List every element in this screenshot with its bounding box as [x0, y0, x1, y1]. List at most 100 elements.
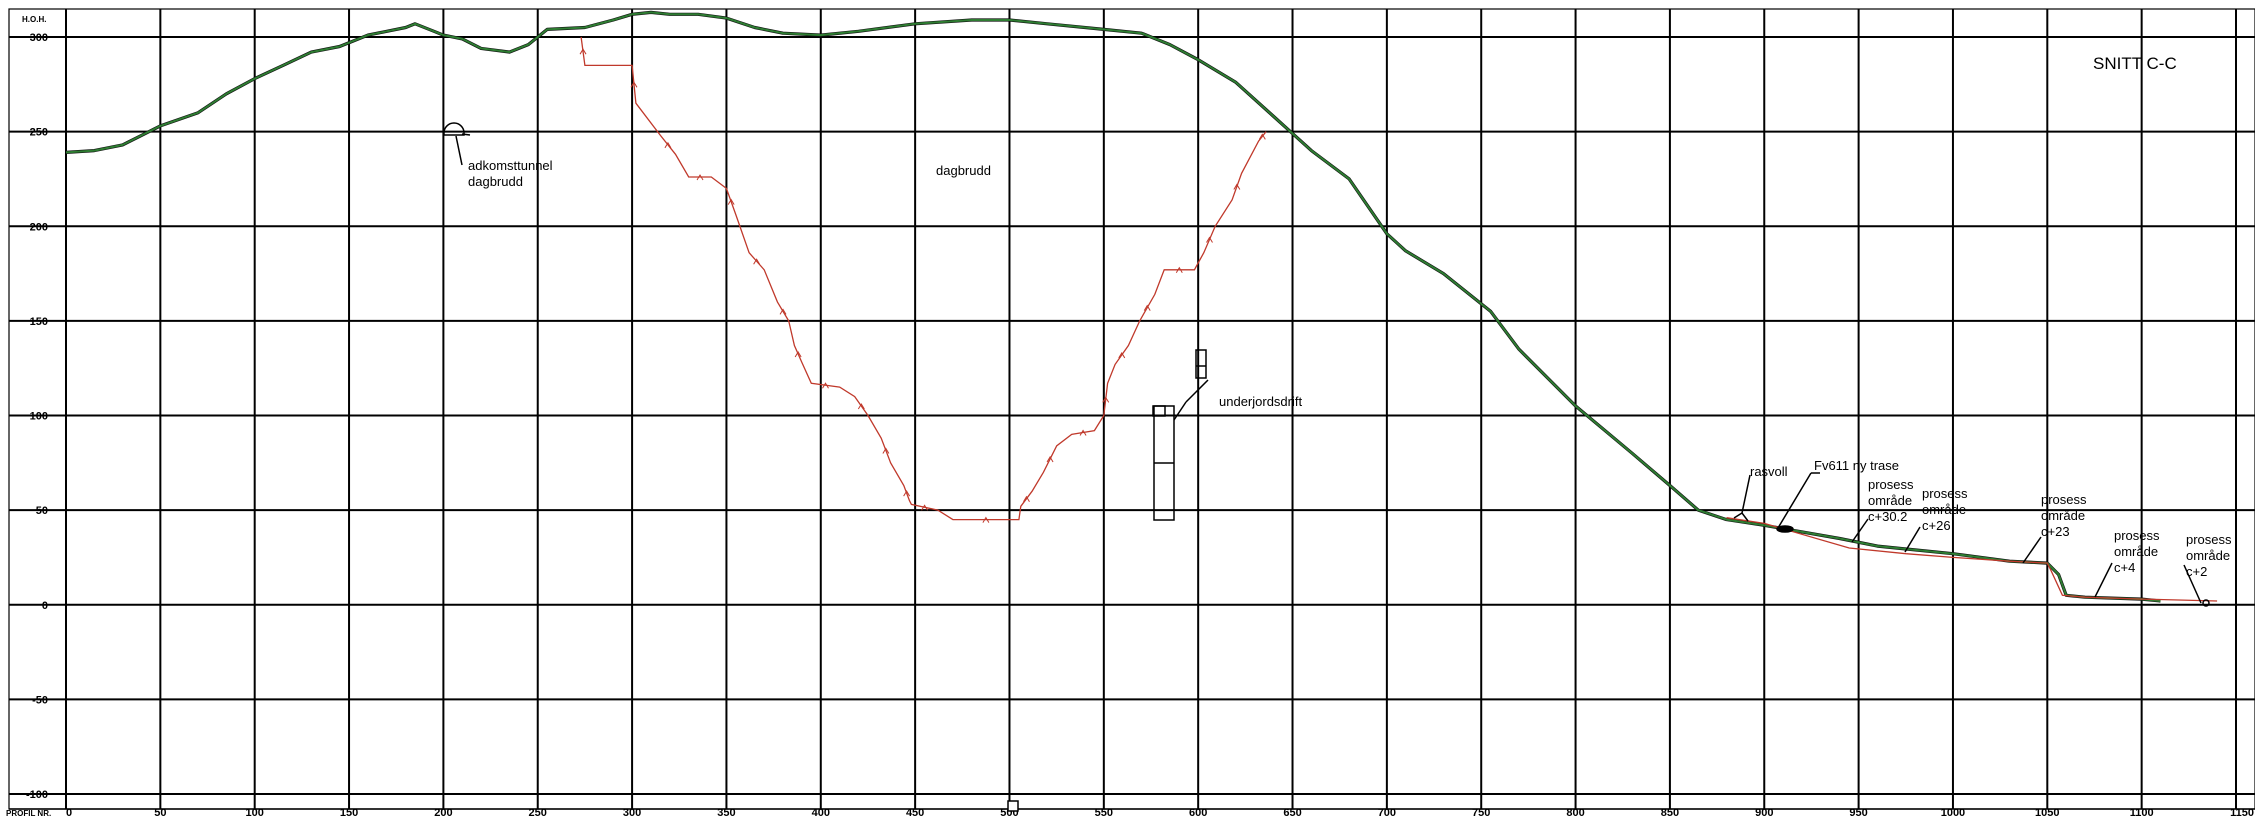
- x-tick-label: 450: [906, 807, 924, 819]
- x-tick-label: 550: [1095, 807, 1113, 819]
- annotation-line: adkomsttunnel: [468, 158, 553, 173]
- prosess-omrade-c4-label: prosess område c+4: [2114, 528, 2160, 575]
- x-tick-label: 0: [66, 807, 72, 819]
- slope-tick-mark: [1206, 236, 1213, 243]
- annotation-line: c+26: [1922, 518, 1951, 533]
- slope-tick-mark: [727, 198, 735, 205]
- p302-leader: [1851, 518, 1869, 543]
- slope-tick-mark: [1079, 429, 1087, 436]
- x-tick-label: 1050: [2035, 807, 2059, 819]
- x-tick-label: 850: [1661, 807, 1679, 819]
- annotation-line: c+2: [2186, 564, 2207, 579]
- annotation-line: rasvoll: [1750, 464, 1788, 479]
- fv611-label: Fv611 ny trase: [1814, 458, 1899, 473]
- x-tick-label: 1150: [2230, 807, 2254, 819]
- grid: [8, 8, 2255, 810]
- x-tick-label: 200: [434, 807, 452, 819]
- slope-tick-mark: [1143, 304, 1151, 311]
- annotation-line: dagbrudd: [936, 163, 991, 178]
- x-tick-label: 750: [1472, 807, 1490, 819]
- slope-tick-mark: [921, 504, 928, 511]
- tunnel-portal-icon: [443, 122, 465, 136]
- slope-tick-mark: [857, 403, 865, 410]
- p26-leader: [1904, 526, 1921, 553]
- shaft-upper-icon: [1195, 349, 1207, 379]
- annotation-line: c+23: [2041, 524, 2070, 539]
- p23-leader: [2022, 536, 2042, 564]
- series-layer: [65, 10, 2218, 603]
- section-title: SNITT C-C: [2093, 54, 2177, 73]
- slope-tick-mark: [579, 48, 587, 55]
- slope-tick-mark: [794, 351, 802, 358]
- y-tick-label: 300: [30, 32, 48, 44]
- slope-tick-mark: [1175, 266, 1183, 274]
- slope-tick-mark: [1118, 351, 1126, 359]
- rasvoll-label: rasvoll: [1750, 464, 1788, 479]
- y-tick-label: 150: [30, 316, 48, 328]
- underjord-leader: [1185, 379, 1209, 403]
- x-tick-label: 700: [1378, 807, 1396, 819]
- annotation-line: område: [2041, 508, 2085, 523]
- x-tick-label: 1000: [1941, 807, 1965, 819]
- slope-tick-mark: [903, 490, 911, 497]
- p2-leader: [2183, 564, 2202, 604]
- excavation-line: [1726, 517, 2218, 602]
- annotation-line: prosess: [2186, 532, 2232, 547]
- slope-tick-mark: [982, 516, 990, 523]
- y-tick-label: 200: [30, 221, 48, 233]
- x-tick-label: 100: [246, 807, 264, 819]
- p2-marker-icon: [2202, 599, 2210, 607]
- x-tick-label: 400: [812, 807, 830, 819]
- x-tick-label: 650: [1283, 807, 1301, 819]
- slope-tick-mark: [630, 81, 638, 88]
- prosess-omrade-c2-label: prosess område c+2: [2186, 532, 2232, 579]
- y-tick-label: 50: [36, 505, 48, 517]
- x-tick-label: 50: [154, 807, 166, 819]
- y-tick-label: -100: [26, 789, 48, 801]
- x-tick-label: 800: [1566, 807, 1584, 819]
- annotation-line: område: [1868, 493, 1912, 508]
- y-axis-label: H.O.H.: [22, 15, 46, 24]
- annotation-line: område: [1922, 502, 1966, 517]
- annotation-line: prosess: [1868, 477, 1914, 492]
- dagbrudd-label: dagbrudd: [936, 163, 991, 178]
- rasvoll-leader: [1741, 474, 1751, 514]
- annotation-line: c+4: [2114, 560, 2135, 575]
- slope-tick-mark: [1258, 133, 1266, 140]
- slope-tick-mark: [1233, 183, 1241, 190]
- annotation-line: prosess: [2041, 492, 2087, 507]
- slope-tick-mark: [664, 141, 672, 149]
- annotation-line: prosess: [1922, 486, 1968, 501]
- x-tick-label: 350: [717, 807, 735, 819]
- excavation-line: [580, 36, 1267, 521]
- slope-tick-mark: [1102, 396, 1110, 403]
- annotation-line: c+30.2: [1868, 509, 1907, 524]
- terrain-line: [65, 11, 2161, 602]
- x-tick-label: 900: [1755, 807, 1773, 819]
- prosess-omrade-c23-label: prosess område c+23: [2041, 492, 2087, 539]
- annotation-line: dagbrudd: [468, 174, 523, 189]
- slope-tick-mark: [1046, 456, 1054, 463]
- annotation-line: område: [2186, 548, 2230, 563]
- annotation-line: område: [2114, 544, 2158, 559]
- x-tick-label: 250: [529, 807, 547, 819]
- x-axis-label: PROFIL NR.: [6, 809, 51, 818]
- underjordsdrift-label: underjordsdrift: [1219, 394, 1302, 409]
- annotation-line: Fv611 ny trase: [1814, 458, 1899, 473]
- adkomst-leader: [455, 135, 463, 166]
- x-tick-label: 1100: [2130, 807, 2154, 819]
- x-tick-label: 150: [340, 807, 358, 819]
- prosess-omrade-c26-label: prosess område c+26: [1922, 486, 1968, 533]
- slope-tick-mark: [882, 447, 890, 454]
- profile-marker-icon: [1007, 800, 1019, 812]
- x-tick-label: 300: [623, 807, 641, 819]
- slope-tick-mark: [1023, 495, 1030, 503]
- fv611-leader: [1777, 472, 1812, 529]
- y-tick-label: 0: [42, 600, 48, 612]
- tick-labels: 0 50 100 150 200 250 300 350 400 450 500 550 600 650 7…: [26, 32, 2254, 819]
- annotation-line: prosess: [2114, 528, 2160, 543]
- x-tick-label: 600: [1189, 807, 1207, 819]
- road-marker-icon: [1776, 525, 1794, 533]
